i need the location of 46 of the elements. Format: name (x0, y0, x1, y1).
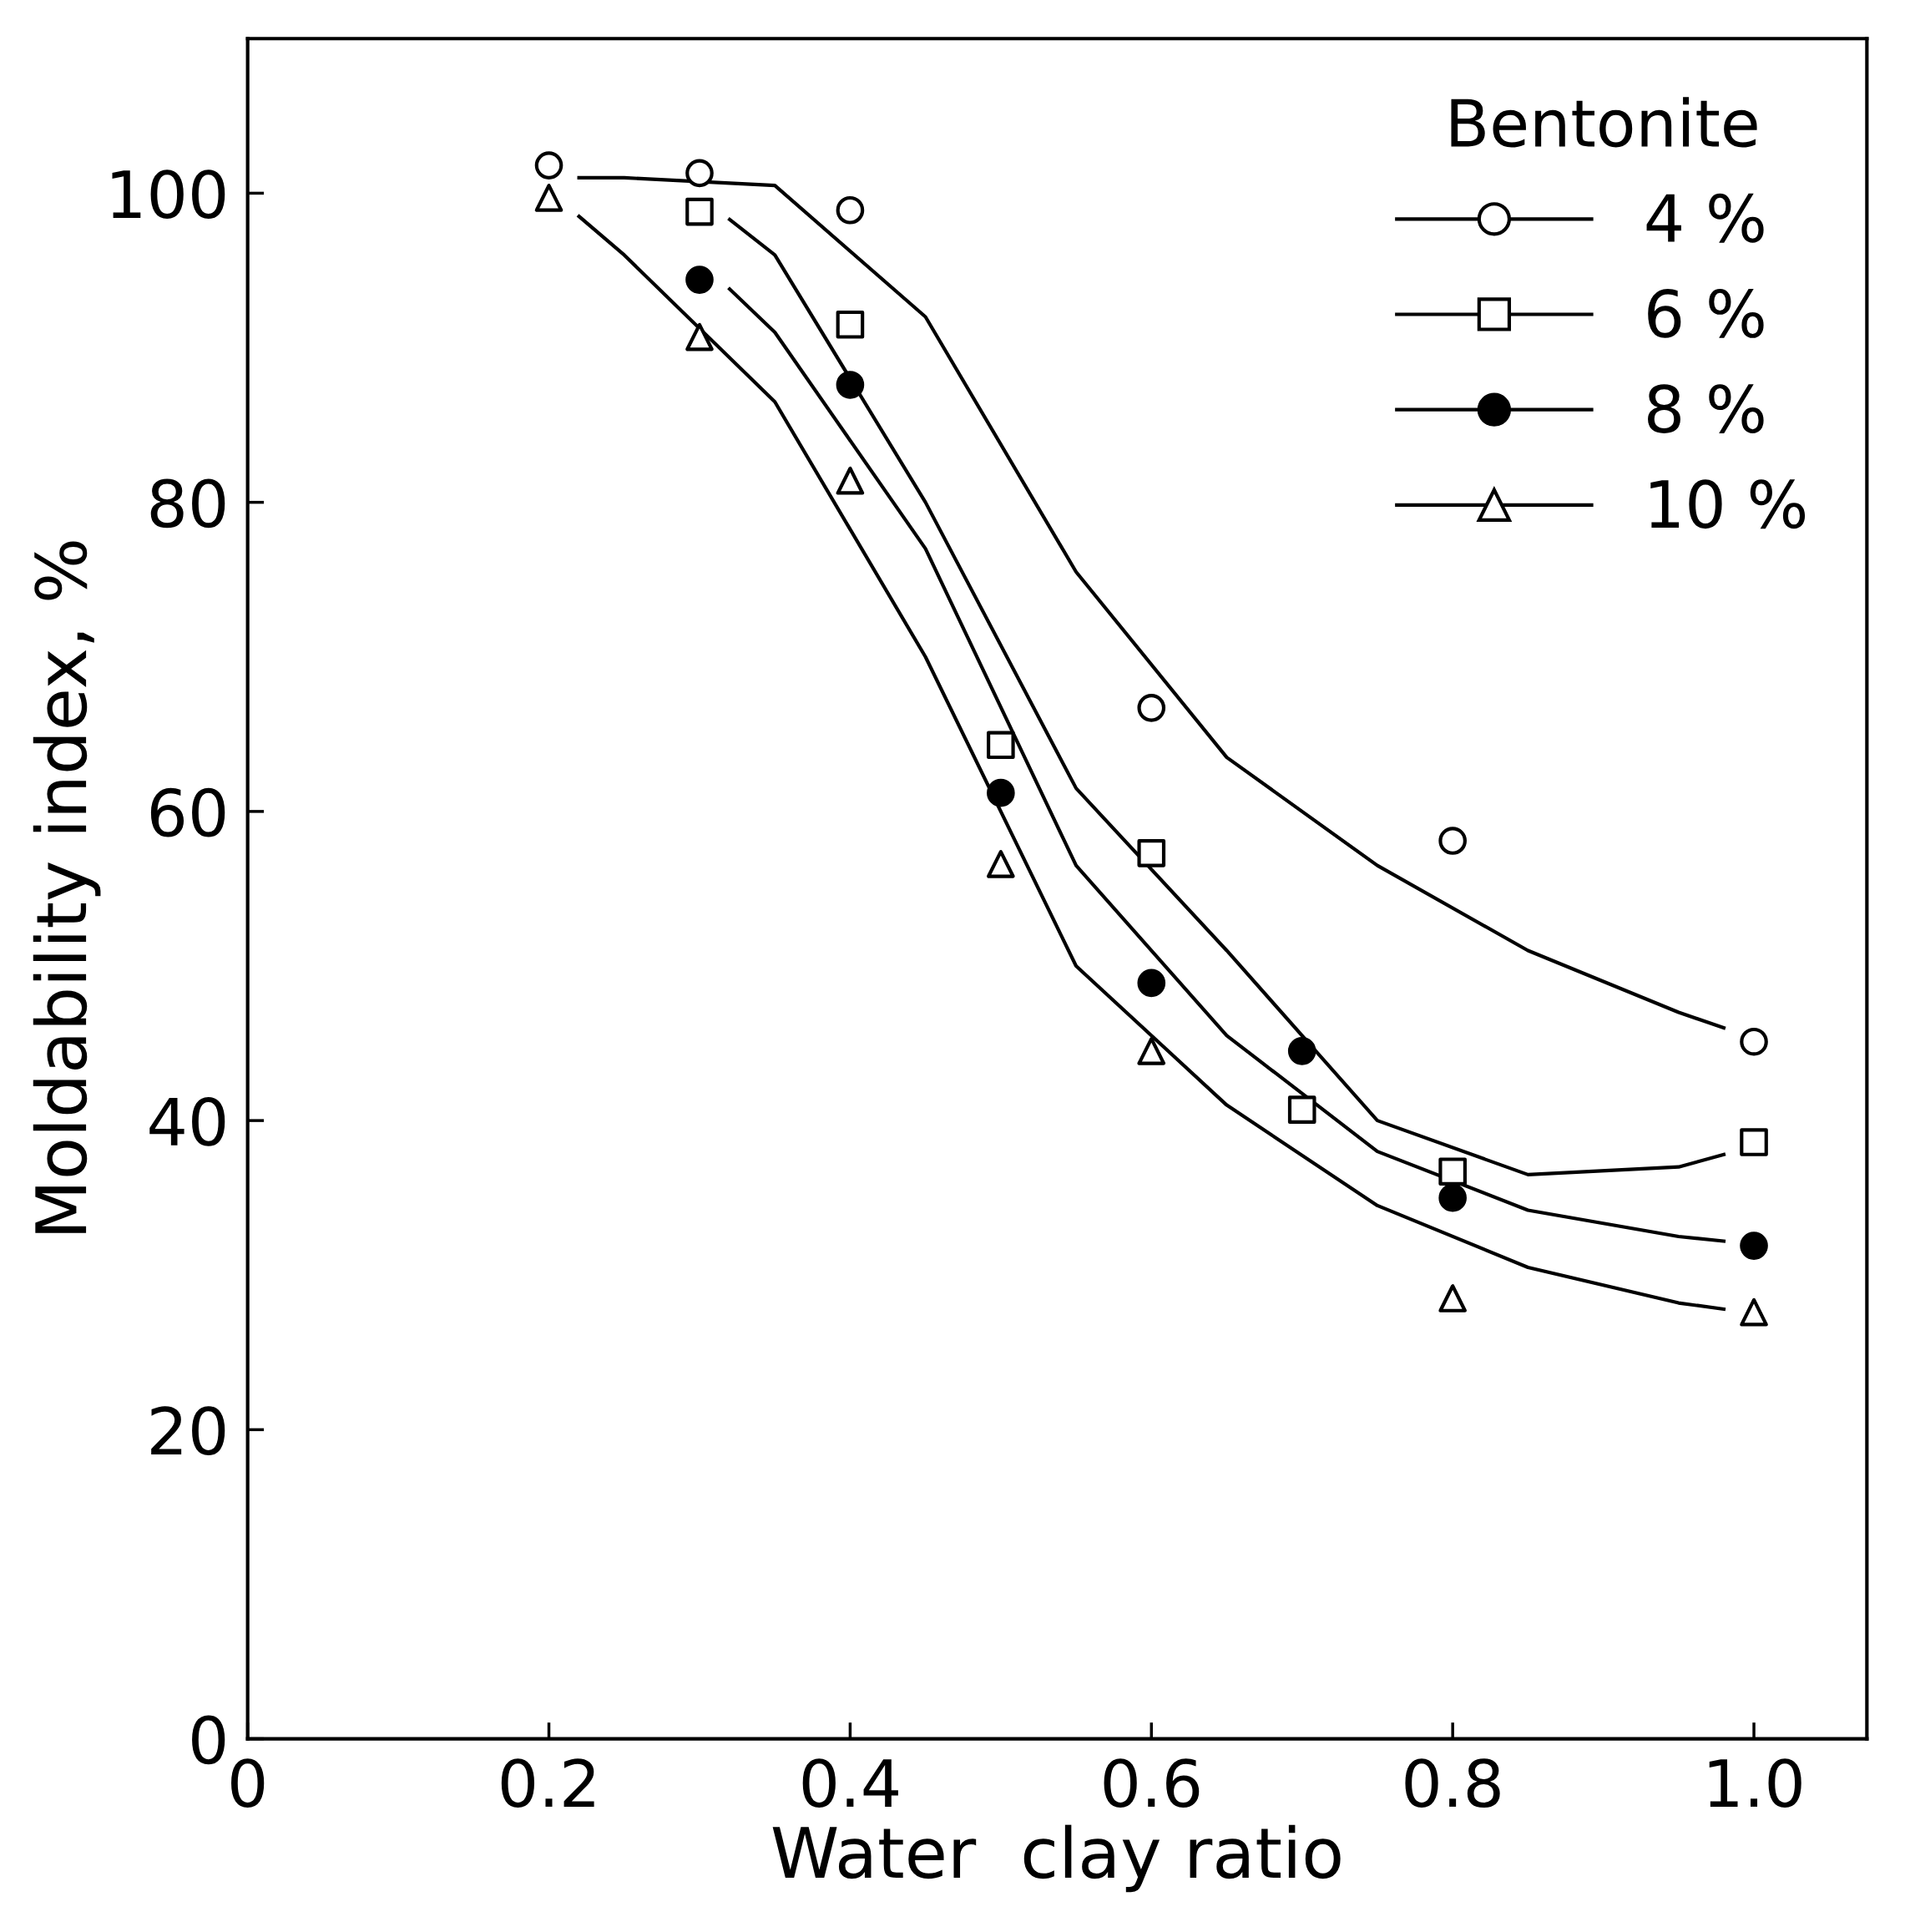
point (685, 197, 714, 226)
legend-label: 8 % (1648, 384, 1764, 433)
point (987, 778, 1015, 807)
legend-label: 4 % (1646, 193, 1764, 243)
point (1287, 1095, 1316, 1124)
point (1740, 1297, 1768, 1327)
point (987, 731, 1015, 760)
point (1740, 1027, 1768, 1056)
point (685, 322, 714, 352)
point (836, 371, 865, 399)
x-tick-label: 1.0 (1709, 1758, 1801, 1808)
y-tick-label: 40 (149, 1096, 225, 1146)
x-axis-title: Water clay ratio (772, 1824, 1341, 1893)
point (1137, 694, 1166, 722)
legend-title: Bentonite (1451, 97, 1757, 148)
legend-label: 6 % (1648, 288, 1764, 338)
point (534, 151, 563, 180)
point (836, 310, 865, 339)
point (1137, 839, 1166, 867)
point (1137, 1037, 1166, 1065)
point (836, 466, 865, 495)
point (1287, 1037, 1316, 1065)
point (685, 159, 714, 188)
x-tick-label: 0.8 (1405, 1758, 1500, 1808)
x-tick-label: 0.6 (1104, 1758, 1200, 1808)
legend-label: 10 % (1650, 479, 1806, 529)
point (1438, 827, 1467, 855)
y-axis-title: Moldability index, % (33, 541, 101, 1233)
y-tick-label: 0 (192, 1715, 225, 1765)
y-tick-label: 100 (112, 169, 225, 220)
x-tick-label: 0 (231, 1758, 265, 1808)
y-tick-label: 80 (150, 478, 225, 529)
x-tick-label: 0.4 (802, 1758, 898, 1808)
point (1137, 969, 1166, 998)
point (1438, 1183, 1467, 1212)
point (1438, 1284, 1467, 1312)
point (534, 184, 563, 212)
point (685, 266, 714, 294)
point (836, 195, 865, 225)
y-tick-label: 20 (151, 1406, 225, 1456)
point (987, 850, 1015, 878)
point (1740, 1128, 1768, 1156)
point (1740, 1232, 1768, 1260)
x-tick-label: 0.2 (501, 1758, 594, 1808)
y-tick-label: 60 (150, 787, 225, 837)
point (1438, 1157, 1467, 1186)
